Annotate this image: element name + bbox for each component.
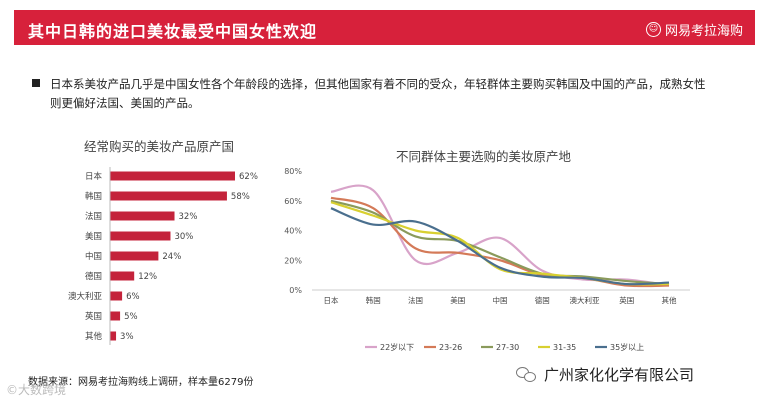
legend-label: 35岁以上 xyxy=(610,342,644,352)
series-line-1 xyxy=(330,184,670,287)
x-tick-label: 法国 xyxy=(408,295,423,305)
bar-category-label: 澳大利亚 xyxy=(68,291,103,302)
bar-category-label: 中国 xyxy=(85,251,102,262)
bar-category-label: 英国 xyxy=(85,311,102,322)
x-tick-label: 日本 xyxy=(324,295,339,305)
bar-2 xyxy=(110,191,227,201)
x-tick-label: 中国 xyxy=(493,295,508,305)
brand-name: 网易考拉海购 xyxy=(664,24,743,39)
y-tick-label: 60% xyxy=(284,197,302,206)
brand-logo: ☺ 网易考拉海购 xyxy=(645,20,743,39)
legend-label: 31-35 xyxy=(553,343,576,352)
wechat-account: 广州家化化学有限公司 xyxy=(516,364,694,385)
bar-category-label: 其他 xyxy=(85,331,103,342)
y-tick-label: 80% xyxy=(284,167,302,176)
y-tick-label: 0% xyxy=(289,286,302,295)
bar-value-label: 12% xyxy=(138,272,157,282)
wechat-account-name: 广州家化化学有限公司 xyxy=(544,366,695,384)
x-tick-label: 美国 xyxy=(450,295,465,305)
y-tick-label: 40% xyxy=(284,227,302,236)
bar-chart-title: 经常购买的美妆产品原产国 xyxy=(84,139,235,154)
bar-5 xyxy=(110,251,159,261)
bar-value-label: 6% xyxy=(126,292,140,302)
legend-label: 22岁以下 xyxy=(380,342,414,352)
x-tick-label: 韩国 xyxy=(366,295,381,305)
bar-category-label: 日本 xyxy=(85,171,103,182)
description-text: 日本系美妆产品几乎是中国女性各个年龄段的选择，但其他国家有着不同的受众，年轻群体… xyxy=(50,77,706,110)
bar-category-label: 法国 xyxy=(85,211,102,222)
bar-4 xyxy=(110,231,171,241)
series-line-2 xyxy=(330,196,670,288)
bar-category-label: 美国 xyxy=(85,231,102,242)
bar-3 xyxy=(110,211,175,221)
bar-8 xyxy=(110,311,121,321)
bar-value-label: 5% xyxy=(124,312,138,322)
bar-value-label: 30% xyxy=(174,232,193,242)
series-line-5 xyxy=(330,207,670,286)
bar-value-label: 3% xyxy=(120,332,134,342)
bar-category-label: 德国 xyxy=(85,271,102,282)
bar-6 xyxy=(110,271,135,281)
legend-label: 27-30 xyxy=(496,343,519,352)
x-tick-label: 澳大利亚 xyxy=(570,295,600,305)
title-banner: 其中日韩的进口美妆最受中国女性欢迎 ☺ 网易考拉海购 xyxy=(14,10,755,45)
x-tick-label: 英国 xyxy=(619,295,634,305)
bar-category-label: 韩国 xyxy=(85,191,102,202)
watermark: ©大数跨境 xyxy=(6,383,67,397)
bar-value-label: 62% xyxy=(239,172,258,182)
x-tick-label: 其他 xyxy=(662,295,677,305)
bar-1 xyxy=(110,171,235,181)
data-source-note: 数据来源：网易考拉海购线上调研，样本量6279份 xyxy=(28,377,254,388)
y-tick-label: 20% xyxy=(284,256,302,265)
bar-9 xyxy=(110,331,117,341)
x-tick-label: 德国 xyxy=(535,295,550,305)
bullet-marker xyxy=(32,79,40,87)
bar-value-label: 32% xyxy=(179,212,198,222)
line-chart-title: 不同群体主要选购的美妆原产地 xyxy=(396,149,572,164)
wechat-icon xyxy=(516,366,538,383)
bar-7 xyxy=(110,291,123,301)
legend-label: 23-26 xyxy=(439,343,462,352)
page-title: 其中日韩的进口美妆最受中国女性欢迎 xyxy=(28,22,318,41)
bar-value-label: 58% xyxy=(231,192,250,202)
series-line-3 xyxy=(330,199,670,286)
smile-face-icon: ☺ xyxy=(645,22,661,37)
bar-value-label: 24% xyxy=(162,252,181,262)
